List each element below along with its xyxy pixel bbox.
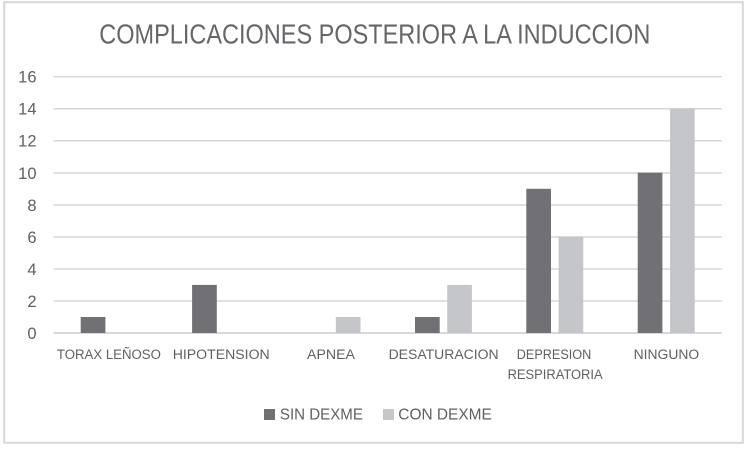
svg-text:0: 0: [27, 325, 36, 343]
svg-text:2: 2: [27, 293, 36, 311]
svg-text:APNEA: APNEA: [307, 347, 356, 363]
svg-text:COMPLICACIONES POSTERIOR A LA: COMPLICACIONES POSTERIOR A LA INDUCCION: [99, 18, 650, 49]
svg-text:SIN DEXME: SIN DEXME: [280, 407, 363, 424]
svg-text:16: 16: [18, 69, 36, 87]
svg-text:8: 8: [27, 197, 36, 215]
svg-text:HIPOTENSION: HIPOTENSION: [173, 347, 270, 363]
svg-text:TORAX LEÑOSO: TORAX LEÑOSO: [57, 346, 161, 363]
svg-text:DEPRESION: DEPRESION: [517, 347, 592, 363]
svg-text:CON DEXME: CON DEXME: [398, 407, 492, 424]
svg-text:12: 12: [18, 133, 36, 151]
svg-text:DESATURACION: DESATURACION: [389, 347, 499, 363]
svg-text:NINGUNO: NINGUNO: [634, 347, 700, 363]
svg-text:4: 4: [27, 261, 36, 279]
svg-text:6: 6: [27, 229, 36, 247]
svg-text:14: 14: [18, 101, 36, 119]
svg-text:RESPIRATORIA: RESPIRATORIA: [508, 367, 603, 383]
svg-text:10: 10: [18, 165, 36, 183]
